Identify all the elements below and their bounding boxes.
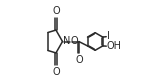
Text: N: N xyxy=(63,36,71,46)
Text: I: I xyxy=(107,31,110,41)
Text: OH: OH xyxy=(107,41,122,51)
Text: O: O xyxy=(75,55,83,65)
Text: O: O xyxy=(71,36,78,46)
Text: O: O xyxy=(52,67,60,77)
Text: O: O xyxy=(52,6,60,16)
